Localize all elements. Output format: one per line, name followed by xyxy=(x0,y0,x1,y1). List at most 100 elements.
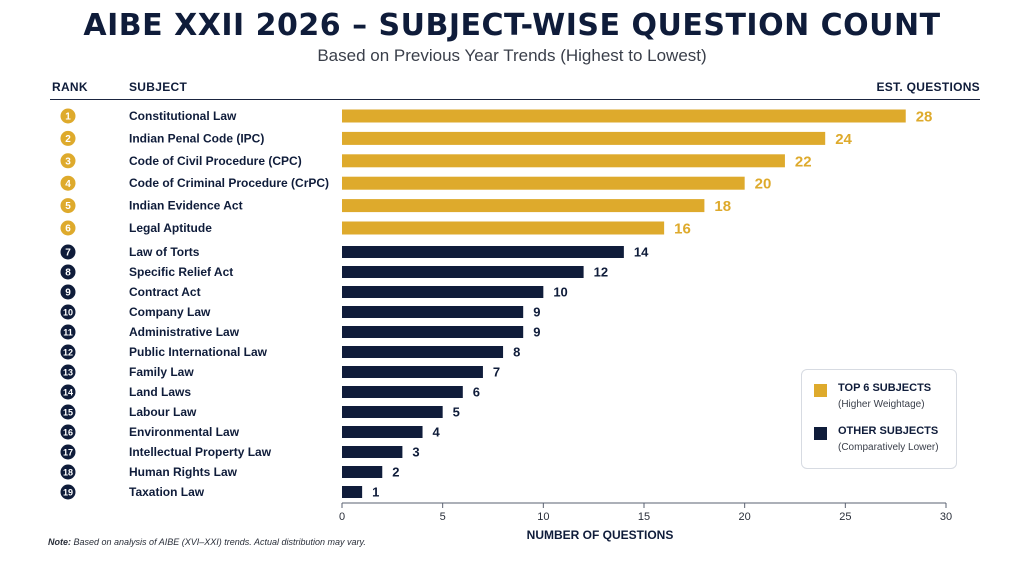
rank-badge xyxy=(60,220,76,236)
footnote-text: Based on analysis of AIBE (XVI–XXI) tren… xyxy=(73,537,366,547)
value-label: 16 xyxy=(674,221,691,238)
rank-number: 12 xyxy=(63,348,73,358)
rank-number: 17 xyxy=(63,448,73,458)
bar xyxy=(342,246,624,258)
rank-number: 6 xyxy=(65,224,71,235)
bar xyxy=(342,176,745,190)
subject-column-header: SUBJECT xyxy=(129,80,188,94)
header-divider xyxy=(50,99,980,100)
rank-number: 9 xyxy=(65,288,71,299)
bar xyxy=(342,466,383,478)
rank-badge xyxy=(60,424,76,440)
rank-number: 1 xyxy=(65,112,71,123)
x-tick-label: 5 xyxy=(440,511,446,523)
subject-label: Indian Penal Code (IPC) xyxy=(129,131,264,145)
value-label: 14 xyxy=(634,245,649,260)
rank-badge xyxy=(60,344,76,360)
value-label: 9 xyxy=(533,325,540,340)
chart-subtitle: Based on Previous Year Trends (Highest t… xyxy=(317,46,707,65)
rank-number: 2 xyxy=(65,134,71,145)
rank-badge xyxy=(60,244,76,260)
rank-badge xyxy=(60,198,76,214)
x-tick-label: 20 xyxy=(739,511,751,523)
subject-label: Public International Law xyxy=(129,345,268,359)
value-label: 18 xyxy=(714,198,731,215)
value-label: 4 xyxy=(433,425,441,440)
x-tick-label: 0 xyxy=(339,511,345,523)
rank-badge xyxy=(60,404,76,420)
subject-label: Family Law xyxy=(129,365,194,379)
subject-label: Law of Torts xyxy=(129,245,200,259)
rank-badge xyxy=(60,304,76,320)
bar xyxy=(342,306,524,318)
subject-label: Taxation Law xyxy=(129,485,205,499)
footnote-label: Note: xyxy=(48,537,71,547)
bar xyxy=(342,286,544,298)
subject-label: Company Law xyxy=(129,305,211,319)
rank-badge xyxy=(60,384,76,400)
rank-badge xyxy=(60,364,76,380)
rank-badge xyxy=(60,175,76,191)
subject-label: Code of Civil Procedure (CPC) xyxy=(129,154,302,168)
rank-badge xyxy=(60,284,76,300)
rank-badge xyxy=(60,444,76,460)
bar xyxy=(342,406,443,418)
subject-label: Land Laws xyxy=(129,385,191,399)
value-label: 20 xyxy=(755,176,772,193)
rank-badge xyxy=(60,484,76,500)
rank-column-header: RANK xyxy=(52,80,88,94)
subject-label: Intellectual Property Law xyxy=(129,445,272,459)
value-label: 1 xyxy=(372,485,379,500)
legend-top-title: TOP 6 SUBJECTS xyxy=(838,382,932,394)
bar xyxy=(342,426,423,438)
value-label: 6 xyxy=(473,385,480,400)
rank-number: 14 xyxy=(63,388,73,398)
value-label: 22 xyxy=(795,153,812,170)
rank-badge xyxy=(60,130,76,146)
legend-top-subtitle: (Higher Weightage) xyxy=(838,399,925,410)
bar xyxy=(342,154,785,168)
rank-badge xyxy=(60,324,76,340)
bar xyxy=(342,109,906,123)
subject-label: Human Rights Law xyxy=(129,465,238,479)
rank-badge xyxy=(60,264,76,280)
rank-number: 18 xyxy=(63,468,73,478)
subject-label: Environmental Law xyxy=(129,425,240,439)
bar xyxy=(342,326,524,338)
footnote: Note: Based on analysis of AIBE (XVI–XXI… xyxy=(48,537,366,547)
rank-number: 19 xyxy=(63,488,73,498)
value-label: 24 xyxy=(835,131,852,148)
bar xyxy=(342,221,665,235)
subject-label: Indian Evidence Act xyxy=(129,199,243,213)
value-label: 8 xyxy=(513,345,520,360)
chart-title: AIBE XXII 2026 – SUBJECT-WISE QUESTION C… xyxy=(83,8,941,43)
chart-legend: TOP 6 SUBJECTS (Higher Weightage) OTHER … xyxy=(801,369,957,469)
value-label: 5 xyxy=(453,405,460,420)
x-tick-label: 25 xyxy=(839,511,851,523)
value-label: 3 xyxy=(412,445,419,460)
subject-label: Constitutional Law xyxy=(129,109,237,123)
rank-badge xyxy=(60,464,76,480)
bar xyxy=(342,266,584,278)
subject-label: Labour Law xyxy=(129,405,197,419)
bar xyxy=(342,131,826,145)
subject-label: Contract Act xyxy=(129,285,201,299)
x-tick-label: 15 xyxy=(638,511,650,523)
value-label: 2 xyxy=(392,465,399,480)
bar xyxy=(342,486,363,498)
value-label: 12 xyxy=(594,265,608,280)
x-tick-label: 10 xyxy=(537,511,549,523)
subject-label: Specific Relief Act xyxy=(129,265,233,279)
rank-number: 15 xyxy=(63,408,73,418)
rank-number: 16 xyxy=(63,428,73,438)
rank-badge xyxy=(60,153,76,169)
rank-number: 10 xyxy=(63,308,73,318)
rank-number: 8 xyxy=(65,268,71,279)
rank-number: 5 xyxy=(65,201,71,212)
x-tick-label: 30 xyxy=(940,511,952,523)
bar xyxy=(342,346,504,358)
legend-swatch-other xyxy=(814,427,827,440)
rank-number: 11 xyxy=(63,328,73,338)
subject-label: Administrative Law xyxy=(129,325,240,339)
